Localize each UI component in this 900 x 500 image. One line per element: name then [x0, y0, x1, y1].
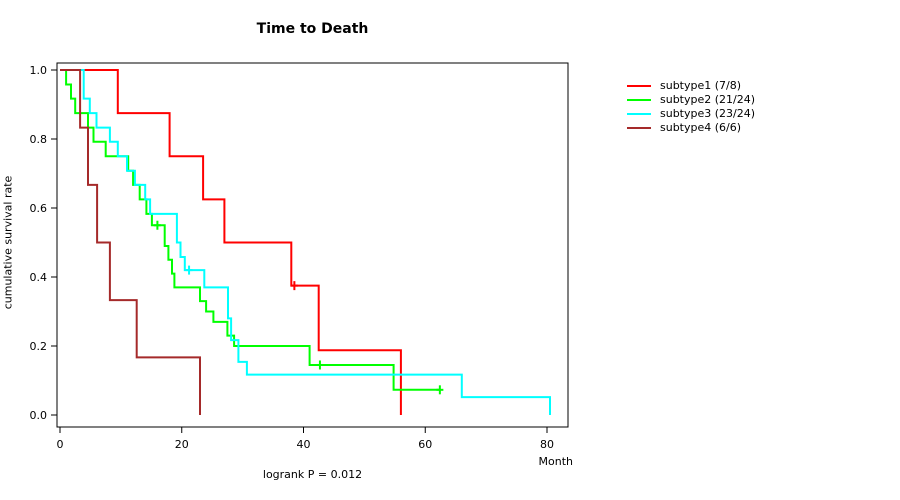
x-tick-label: 40 — [297, 438, 311, 451]
plot-frame — [56, 62, 569, 428]
legend-line-subtype1 — [627, 85, 651, 87]
x-tick-label: 0 — [57, 438, 64, 451]
legend-item-subtype4: subtype4 (6/6) — [627, 121, 755, 135]
legend: subtype1 (7/8) subtype2 (21/24) subtype3… — [627, 79, 755, 135]
x-tick-label: 20 — [175, 438, 189, 451]
y-tick-label: 0.4 — [30, 271, 48, 284]
x-tick-label: 60 — [418, 438, 432, 451]
legend-item-subtype3: subtype3 (23/24) — [627, 107, 755, 121]
y-tick-label: 1.0 — [30, 64, 48, 77]
legend-item-subtype2: subtype2 (21/24) — [627, 93, 755, 107]
logrank-p-annotation: logrank P = 0.012 — [262, 468, 363, 481]
legend-line-subtype4 — [627, 127, 651, 129]
x-tick-label: 80 — [540, 438, 554, 451]
series-curve-subtype2 — [60, 69, 440, 391]
legend-label-subtype1: subtype1 (7/8) — [660, 79, 742, 92]
legend-label-subtype4: subtype4 (6/6) — [660, 121, 742, 134]
legend-item-subtype1: subtype1 (7/8) — [627, 79, 755, 93]
y-tick-label: 0.8 — [30, 133, 48, 146]
chart-title: Time to Death — [256, 21, 369, 37]
series-curve-subtype1 — [60, 69, 402, 415]
legend-label-subtype3: subtype3 (23/24) — [660, 107, 756, 120]
y-tick-label: 0.0 — [30, 409, 48, 422]
x-axis-label: Month — [538, 455, 573, 468]
legend-line-subtype2 — [627, 99, 651, 101]
series-curve-subtype4 — [60, 69, 201, 415]
legend-line-subtype3 — [627, 113, 651, 115]
y-tick-label: 0.2 — [30, 340, 48, 353]
y-tick-label: 0.6 — [30, 202, 48, 215]
series-curve-subtype3 — [60, 69, 551, 415]
legend-label-subtype2: subtype2 (21/24) — [660, 93, 756, 106]
y-axis-label: cumulative survival rate — [1, 175, 15, 310]
